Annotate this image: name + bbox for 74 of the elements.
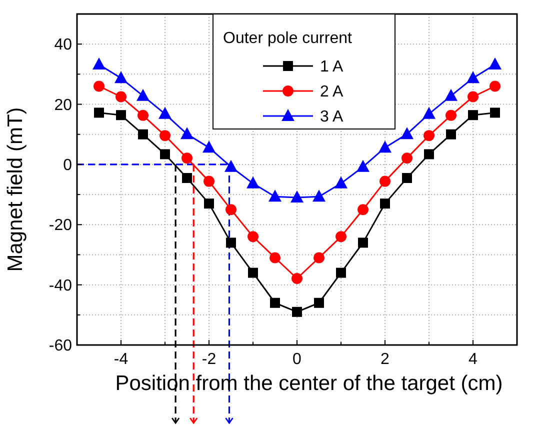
y-tick-label: -60 — [48, 338, 72, 355]
point — [270, 298, 280, 308]
point — [402, 152, 412, 164]
point — [400, 127, 414, 140]
point — [290, 190, 304, 203]
point — [268, 190, 282, 202]
point — [182, 172, 192, 183]
point — [334, 176, 348, 188]
y-tick-label: 0 — [63, 157, 72, 174]
y-tick-label: 20 — [54, 96, 72, 114]
point — [312, 190, 326, 202]
point — [204, 198, 214, 209]
point — [160, 149, 170, 160]
point — [180, 127, 194, 140]
point — [160, 130, 170, 142]
point — [94, 108, 104, 118]
point — [114, 71, 128, 84]
point — [314, 298, 324, 308]
y-axis-title: Magnet field (mT) — [4, 107, 27, 272]
point — [380, 176, 390, 187]
point — [490, 80, 500, 92]
point — [380, 198, 390, 209]
point — [314, 252, 324, 264]
point — [92, 58, 106, 70]
y-tick-label: -40 — [48, 277, 72, 294]
point — [424, 149, 434, 160]
point — [358, 204, 368, 216]
y-tick-label: -20 — [48, 217, 72, 234]
point — [248, 231, 258, 242]
point — [336, 231, 346, 242]
point — [182, 152, 192, 164]
point — [292, 306, 302, 317]
x-tick-label: 4 — [468, 351, 478, 368]
point — [424, 130, 434, 142]
point — [138, 129, 148, 140]
point — [158, 106, 172, 119]
y-tick-label: 40 — [54, 36, 72, 54]
point — [136, 88, 150, 101]
point — [270, 252, 280, 264]
point — [246, 176, 260, 188]
x-tick-label: 2 — [380, 351, 390, 368]
point — [358, 238, 368, 248]
point — [422, 106, 436, 119]
point — [446, 110, 456, 121]
x-tick-label: -4 — [114, 351, 128, 368]
x-tick-label: 0 — [292, 351, 302, 368]
point — [490, 108, 500, 118]
point — [248, 268, 258, 278]
point — [402, 172, 412, 183]
x-tick-label: -2 — [202, 351, 216, 368]
point — [202, 140, 216, 153]
point — [468, 110, 478, 120]
legend-label: 1 A — [320, 58, 344, 76]
point — [378, 140, 392, 153]
point — [336, 268, 346, 278]
point — [204, 176, 214, 187]
legend-title: Outer pole current — [223, 30, 353, 47]
point — [138, 110, 148, 121]
point — [224, 160, 238, 172]
point — [466, 71, 480, 84]
point — [116, 110, 126, 120]
point — [94, 80, 104, 92]
point — [226, 204, 236, 216]
point — [226, 238, 236, 248]
x-axis-title: Position from the center of the target (cm) — [115, 372, 503, 395]
point — [446, 129, 456, 140]
point — [292, 273, 302, 284]
point — [468, 91, 478, 102]
point — [488, 58, 502, 70]
legend-label: 2 A — [320, 84, 344, 101]
point — [116, 91, 126, 102]
point — [444, 88, 458, 101]
point — [356, 160, 370, 172]
legend-label: 3 A — [320, 108, 344, 126]
